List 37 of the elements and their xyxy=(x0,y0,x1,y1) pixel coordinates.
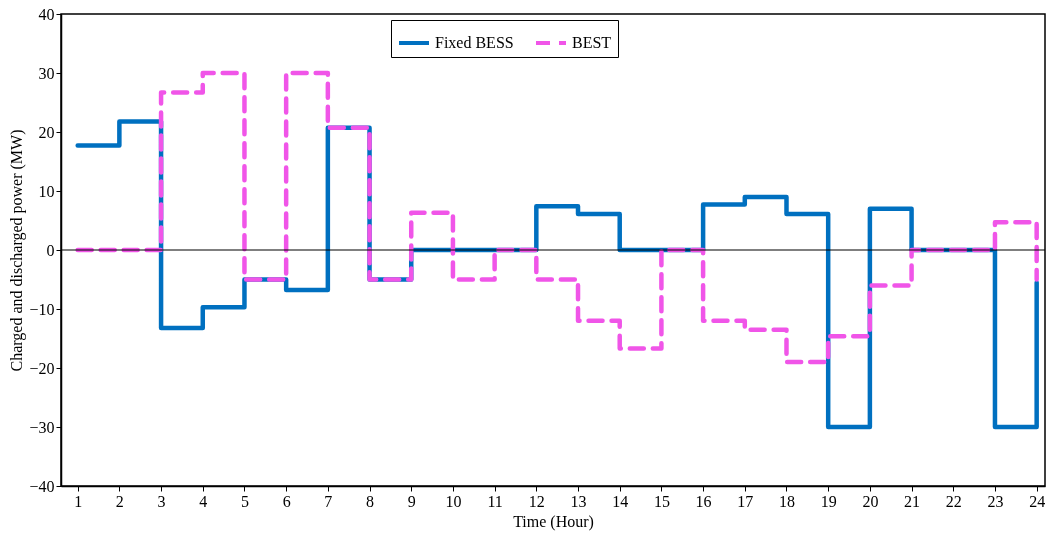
x-tick-label: 9 xyxy=(407,492,416,510)
x-tick-label: 7 xyxy=(324,492,333,510)
x-tick-label: 5 xyxy=(240,492,249,510)
x-axis-title: Time (Hour) xyxy=(513,512,594,531)
x-tick-label: 13 xyxy=(570,492,587,510)
x-tick-label: 1 xyxy=(74,492,83,510)
x-tick-label: 16 xyxy=(695,492,712,510)
y-tick-label: −40 xyxy=(29,477,55,495)
x-tick-label: 4 xyxy=(199,492,208,510)
y-tick-label: −10 xyxy=(29,300,55,318)
x-tick-label: 12 xyxy=(528,492,545,510)
x-tick-label: 8 xyxy=(366,492,375,510)
x-tick-label: 22 xyxy=(945,492,962,510)
legend-label: Fixed BESS xyxy=(435,34,514,51)
y-tick-label: 10 xyxy=(38,182,55,200)
x-tick-label: 6 xyxy=(282,492,291,510)
x-tick-label: 11 xyxy=(487,492,503,510)
x-tick-label: 20 xyxy=(862,492,879,510)
legend-label: BEST xyxy=(572,34,612,51)
x-tick-label: 19 xyxy=(820,492,837,510)
y-tick-label: −30 xyxy=(29,418,55,436)
x-tick-label: 10 xyxy=(445,492,462,510)
x-tick-label: 15 xyxy=(653,492,670,510)
x-tick-label: 3 xyxy=(157,492,166,510)
y-tick-label: 40 xyxy=(38,5,55,23)
x-tick-label: 14 xyxy=(612,492,629,510)
y-tick-label: −20 xyxy=(29,359,55,377)
y-tick-label: 0 xyxy=(46,241,55,259)
y-axis-title: Charged and discharged power (MW) xyxy=(8,129,27,372)
x-tick-label: 23 xyxy=(987,492,1004,510)
x-tick-label: 18 xyxy=(778,492,795,510)
x-tick-label: 24 xyxy=(1029,492,1046,510)
y-tick-label: 20 xyxy=(38,123,55,141)
x-tick-label: 2 xyxy=(115,492,124,510)
x-tick-label: 21 xyxy=(904,492,921,510)
x-tick-label: 17 xyxy=(737,492,754,510)
y-tick-label: 30 xyxy=(38,64,55,82)
